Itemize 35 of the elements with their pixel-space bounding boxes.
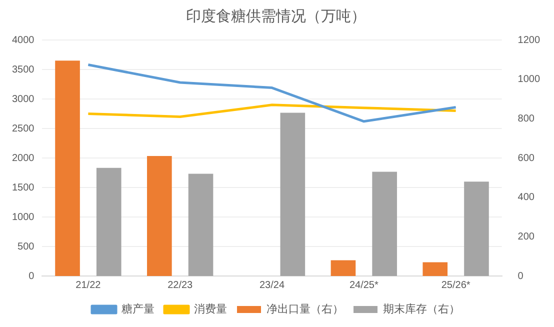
y2-tick-label: 400 [518, 192, 535, 204]
y-tick-label: 4000 [12, 34, 35, 46]
y2-tick-label: 1000 [518, 74, 540, 86]
y-tick-label: 1500 [12, 182, 35, 194]
y-tick-label: 3000 [12, 94, 35, 105]
y-tick-label: 2500 [12, 123, 35, 134]
bar [422, 262, 448, 276]
x-tick-label: 24/25* [349, 280, 378, 291]
x-tick-label: 21/22 [76, 280, 102, 291]
y2-tick-label: 800 [518, 113, 535, 124]
x-tick-label: 25/26* [441, 280, 470, 291]
chart-title: 印度食糖供需情况（万吨） [186, 8, 366, 26]
y2-tick-label: 0 [518, 270, 524, 282]
y-tick-label: 0 [28, 270, 35, 282]
bar [280, 112, 306, 276]
legend-label: 糖产量 [122, 302, 154, 316]
bar [147, 156, 172, 276]
y-tick-label: 500 [18, 241, 35, 252]
y-tick-label: 3500 [12, 64, 35, 76]
legend-label: 消费量 [194, 302, 227, 316]
x-tick-label: 23/24 [259, 280, 285, 291]
bar [55, 60, 80, 276]
legend-label: 期末库存（右） [383, 302, 460, 316]
y2-tick-label: 1200 [518, 34, 540, 46]
y-tick-label: 1000 [12, 212, 35, 223]
bar [330, 260, 356, 276]
y-tick-label: 2000 [12, 152, 35, 164]
bar [96, 168, 122, 276]
bar [372, 172, 397, 276]
legend-label: 净出口量（右） [266, 302, 344, 316]
y2-tick-label: 200 [518, 231, 535, 242]
x-tick-label: 22/23 [168, 280, 194, 291]
bar [188, 174, 214, 276]
bar [464, 182, 489, 276]
y2-tick-label: 600 [518, 152, 535, 164]
